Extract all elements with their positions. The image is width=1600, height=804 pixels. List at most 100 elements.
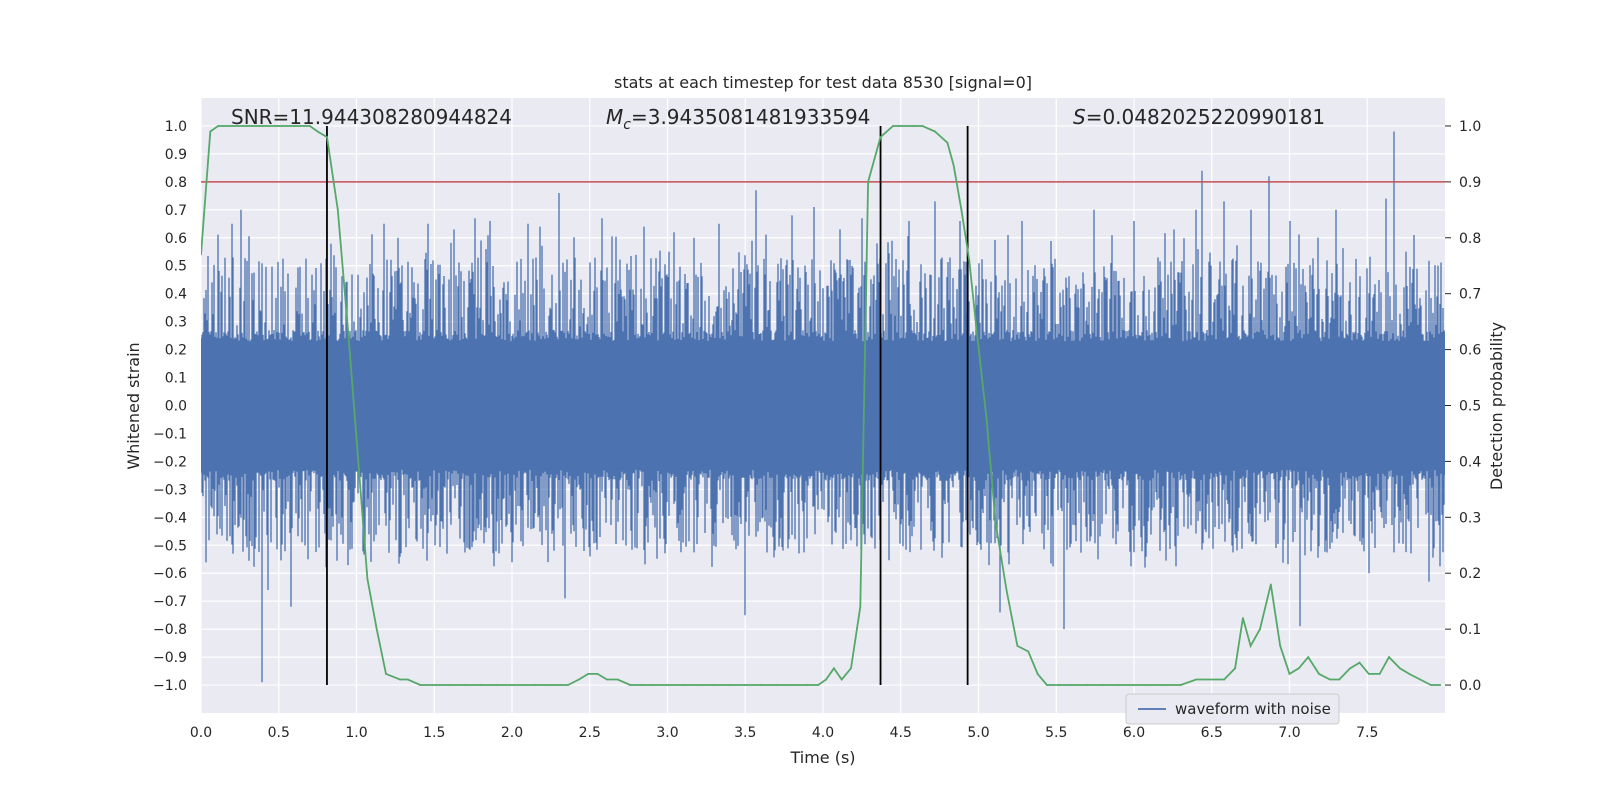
probability-point — [231, 125, 234, 127]
probability-point — [545, 684, 548, 686]
probability-point — [1288, 673, 1291, 675]
probability-point — [1086, 684, 1089, 686]
probability-point — [1206, 678, 1208, 681]
y-left-tick-label: 0.3 — [165, 315, 187, 331]
probability-point — [968, 259, 971, 261]
y-right-tick-label: 0.9 — [1459, 175, 1481, 191]
legend: waveform with noise — [1125, 693, 1340, 725]
probability-point — [833, 667, 835, 670]
probability-point — [399, 678, 401, 681]
probability-point — [375, 628, 378, 630]
probability-point — [817, 684, 820, 686]
chirp-mass-value: =3.9435081481933594 — [631, 105, 870, 129]
x-tick-label: 1.0 — [345, 725, 367, 741]
y-right-tick-label: 1.0 — [1459, 119, 1481, 135]
probability-point — [559, 684, 562, 686]
probability-point — [1215, 678, 1218, 681]
probability-point — [616, 678, 619, 681]
probability-point — [277, 125, 280, 127]
y-left-tick-label: 0.2 — [165, 343, 187, 359]
probability-point — [385, 673, 387, 675]
probability-point — [1349, 667, 1351, 670]
probability-point — [1070, 684, 1073, 686]
probability-series — [201, 125, 1442, 686]
probability-point — [567, 684, 569, 686]
probability-point — [859, 605, 862, 608]
waveform-line — [201, 131, 1445, 683]
probability-point — [744, 684, 747, 686]
probability-point — [985, 415, 988, 418]
probability-point — [480, 684, 482, 686]
probability-point — [775, 684, 778, 686]
x-tick-label: 4.5 — [890, 725, 912, 741]
probability-point — [1036, 673, 1039, 675]
probability-point — [1269, 583, 1272, 586]
probability-point — [1367, 673, 1370, 675]
probability-point — [246, 125, 249, 127]
probability-point — [1388, 656, 1390, 658]
y-left-tick-label: −0.7 — [153, 594, 187, 610]
x-tick-label: 5.5 — [1045, 725, 1067, 741]
x-tick-label: 0.0 — [190, 725, 212, 741]
x-tick-label: 1.5 — [423, 725, 445, 741]
x-tick-label: 5.0 — [967, 725, 989, 741]
probability-point — [1259, 628, 1261, 630]
y-right-tick-label: 0.0 — [1459, 678, 1481, 694]
y-right-tick-label: 0.2 — [1459, 566, 1481, 582]
probability-point — [358, 477, 361, 480]
probability-point — [879, 136, 882, 139]
probability-point — [1279, 645, 1282, 647]
probability-point — [209, 130, 212, 133]
y-right-tick-label: 0.7 — [1459, 287, 1481, 303]
probability-point — [1102, 684, 1104, 686]
probability-point — [728, 684, 731, 686]
y-right-tick-label: 0.1 — [1459, 622, 1481, 638]
waveform-series — [201, 131, 1445, 683]
probability-point — [791, 684, 793, 686]
y-left-tick-label: −1.0 — [153, 678, 187, 694]
probability-point — [994, 522, 997, 524]
probability-point — [587, 673, 590, 675]
probability-point — [697, 684, 700, 686]
y-right-tick-label: 0.6 — [1459, 343, 1481, 359]
y-left-tick-label: 0.5 — [165, 259, 187, 275]
probability-point — [366, 577, 369, 580]
probability-point — [578, 678, 580, 681]
y-left-tick-label: 0.4 — [165, 287, 187, 303]
probability-point — [419, 684, 422, 686]
probability-point — [912, 125, 915, 127]
y-left-tick-label: −0.8 — [153, 622, 187, 638]
y-left-tick-label: 0.7 — [165, 203, 187, 219]
probability-point — [534, 684, 537, 686]
probability-point — [495, 684, 498, 686]
chart-title: stats at each timestep for test data 853… — [614, 73, 1032, 92]
legend-label: waveform with noise — [1175, 700, 1331, 718]
probability-point — [1338, 678, 1341, 681]
probability-point — [336, 208, 339, 211]
x-tick-label: 2.0 — [501, 725, 523, 741]
probability-point — [1430, 684, 1432, 686]
y-left-tick-label: −0.9 — [153, 650, 187, 666]
probability-point — [934, 130, 936, 133]
probability-point — [640, 684, 642, 686]
legend-box — [1125, 693, 1340, 725]
probability-point — [316, 130, 319, 133]
x-tick-label: 0.5 — [268, 725, 290, 741]
probability-point — [1117, 684, 1120, 686]
probability-point — [867, 181, 869, 183]
probability-point — [629, 684, 632, 686]
probability-point — [825, 678, 827, 681]
probability-point — [1027, 650, 1030, 653]
probability-point — [921, 125, 924, 127]
probability-point — [1058, 684, 1061, 686]
probability-point — [892, 125, 894, 127]
probability-point — [1148, 684, 1151, 686]
probability-point — [1016, 645, 1019, 647]
y-right-tick-label: 0.4 — [1459, 454, 1481, 470]
probability-point — [713, 684, 715, 686]
x-tick-label: 6.0 — [1123, 725, 1145, 741]
probability-point — [201, 253, 202, 256]
probability-point — [406, 678, 409, 681]
s-symbol: S — [1073, 105, 1086, 129]
